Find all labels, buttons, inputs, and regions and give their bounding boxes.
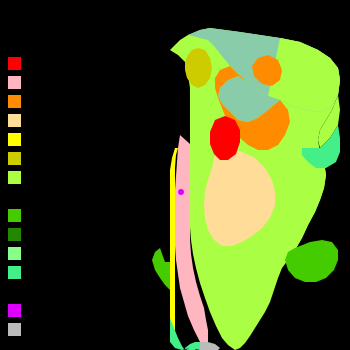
Polygon shape [185, 48, 212, 88]
Polygon shape [174, 135, 208, 345]
Polygon shape [186, 346, 196, 350]
Polygon shape [200, 342, 220, 350]
Polygon shape [204, 148, 275, 246]
Polygon shape [170, 28, 340, 350]
Polygon shape [215, 66, 290, 150]
Bar [8, 171, 21, 184]
Polygon shape [218, 76, 280, 122]
Bar [8, 76, 21, 89]
Circle shape [178, 189, 184, 195]
Bar [8, 228, 21, 241]
Bar [8, 133, 21, 146]
Polygon shape [170, 148, 178, 342]
Polygon shape [170, 290, 208, 350]
Polygon shape [188, 28, 340, 112]
Bar [8, 95, 21, 108]
Bar [8, 247, 21, 260]
Bar [8, 209, 21, 222]
Polygon shape [268, 38, 340, 148]
Polygon shape [152, 248, 170, 290]
Bar [8, 304, 21, 317]
Bar [8, 152, 21, 165]
Bar [8, 323, 21, 336]
Polygon shape [210, 116, 240, 160]
Polygon shape [285, 240, 338, 282]
Polygon shape [285, 148, 326, 260]
Bar [8, 266, 21, 279]
Bar [8, 114, 21, 127]
Bar [8, 57, 21, 70]
Polygon shape [252, 55, 282, 86]
Polygon shape [302, 125, 340, 168]
